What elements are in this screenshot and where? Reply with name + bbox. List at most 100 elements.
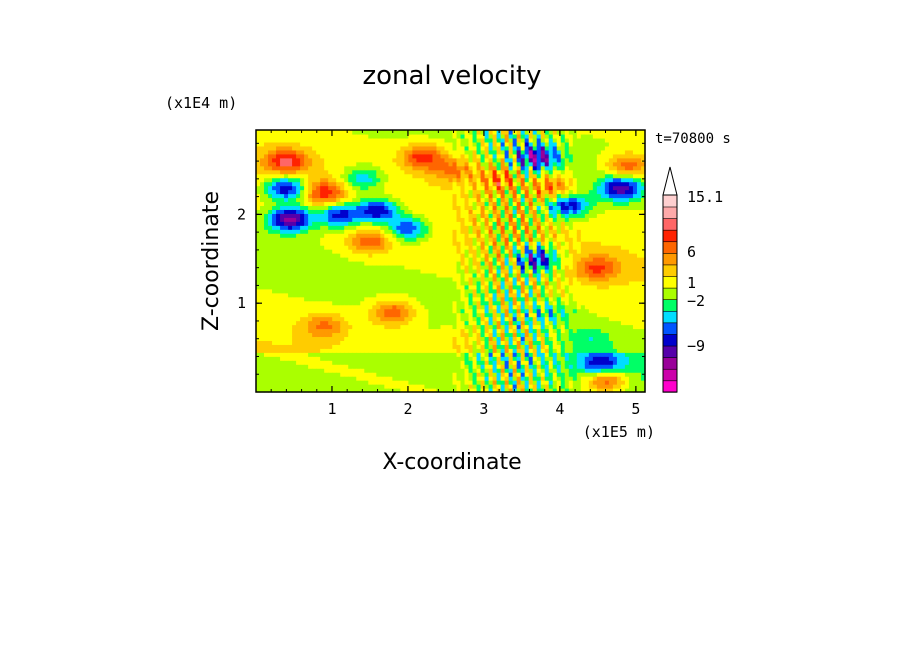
- heatmap-cell: [548, 276, 554, 282]
- heatmap-cell: [456, 352, 462, 357]
- heatmap-cell: [500, 264, 506, 270]
- heatmap-cell: [420, 304, 426, 310]
- heatmap-cell: [472, 300, 478, 306]
- heatmap-cell: [376, 141, 381, 147]
- heatmap-cell: [504, 380, 510, 385]
- heatmap-cell: [336, 165, 341, 171]
- heatmap-cell: [392, 364, 397, 369]
- heatmap-cell: [352, 237, 357, 242]
- heatmap-cell: [384, 264, 389, 270]
- heatmap-cell: [540, 253, 546, 258]
- heatmap-cell: [392, 213, 397, 218]
- heatmap-cell: [512, 213, 518, 218]
- heatmap-cell: [260, 213, 265, 218]
- heatmap-cell: [364, 380, 369, 385]
- heatmap-cell: [424, 300, 430, 306]
- heatmap-cell: [324, 161, 329, 167]
- heatmap-cell: [404, 197, 409, 203]
- heatmap-cell: [524, 320, 530, 326]
- heatmap-cell: [544, 213, 550, 218]
- heatmap-cell: [472, 249, 478, 254]
- heatmap-cell: [332, 213, 337, 218]
- heatmap-cell: [532, 364, 538, 369]
- heatmap-cell: [272, 312, 277, 318]
- heatmap-cell: [420, 332, 426, 338]
- heatmap-cell: [384, 288, 389, 294]
- heatmap-cell: [336, 257, 341, 262]
- heatmap-cell: [504, 197, 510, 203]
- heatmap-cell: [472, 221, 478, 226]
- heatmap-cell: [420, 344, 426, 349]
- heatmap-cell: [340, 308, 345, 314]
- heatmap-cell: [536, 332, 542, 338]
- heatmap-cell: [528, 157, 534, 163]
- heatmap-cell: [308, 181, 313, 187]
- heatmap-cell: [556, 225, 562, 230]
- heatmap-cell: [440, 133, 446, 139]
- heatmap-cell: [384, 268, 389, 274]
- heatmap-cell: [496, 296, 502, 302]
- heatmap-cell: [296, 284, 301, 290]
- heatmap-cell: [376, 241, 381, 246]
- heatmap-cell: [412, 284, 418, 290]
- heatmap-cell: [284, 137, 289, 143]
- heatmap-cell: [316, 153, 321, 159]
- heatmap-cell: [264, 284, 269, 290]
- heatmap-cell: [516, 292, 522, 298]
- heatmap-cell: [552, 133, 558, 139]
- heatmap-cell: [308, 165, 313, 171]
- heatmap-cell: [324, 296, 329, 302]
- heatmap-cell: [420, 376, 426, 381]
- heatmap-cell: [472, 268, 478, 274]
- heatmap-cell: [320, 145, 325, 151]
- heatmap-cell: [360, 133, 365, 139]
- heatmap-cell: [348, 320, 353, 326]
- heatmap-cell: [336, 153, 341, 159]
- heatmap-cell: [428, 308, 434, 314]
- heatmap-cell: [536, 316, 542, 322]
- heatmap-cell: [460, 257, 466, 262]
- heatmap-cell: [392, 296, 397, 302]
- heatmap-cell: [424, 360, 430, 365]
- heatmap-cell: [508, 344, 514, 349]
- heatmap-cell: [468, 344, 474, 349]
- heatmap-cell: [452, 197, 458, 203]
- heatmap-cell: [300, 372, 305, 377]
- heatmap-cell: [380, 296, 385, 302]
- heatmap-cell: [488, 245, 494, 250]
- heatmap-cell: [380, 181, 385, 187]
- heatmap-cell: [552, 352, 558, 357]
- heatmap-cell: [280, 364, 285, 369]
- heatmap-cell: [496, 169, 502, 175]
- heatmap-cell: [488, 141, 494, 147]
- heatmap-cell: [536, 209, 542, 214]
- heatmap-cell: [348, 296, 353, 302]
- heatmap-cell: [332, 193, 337, 199]
- heatmap-cell: [316, 284, 321, 290]
- heatmap-cell: [304, 340, 309, 345]
- heatmap-cell: [540, 276, 546, 282]
- heatmap-cell: [280, 344, 285, 349]
- heatmap-cell: [528, 352, 534, 357]
- heatmap-cell: [336, 316, 341, 322]
- heatmap-cell: [412, 161, 418, 167]
- heatmap-cell: [288, 364, 293, 369]
- heatmap-cell: [348, 264, 353, 270]
- heatmap-cell: [308, 264, 313, 270]
- heatmap-cell: [396, 308, 401, 314]
- heatmap-cell: [420, 364, 426, 369]
- heatmap-cell: [276, 245, 281, 250]
- heatmap-cell: [332, 185, 337, 191]
- heatmap-cell: [288, 233, 293, 238]
- heatmap-cell: [260, 205, 265, 210]
- heatmap-cell: [556, 384, 562, 389]
- heatmap-cell: [516, 209, 522, 214]
- heatmap-cell: [456, 320, 462, 326]
- heatmap-cell: [516, 169, 522, 175]
- heatmap-cell: [368, 284, 373, 290]
- heatmap-cell: [284, 380, 289, 385]
- heatmap-cell: [276, 253, 281, 258]
- heatmap-cell: [320, 181, 325, 187]
- heatmap-cell: [312, 165, 317, 171]
- heatmap-cell: [368, 221, 373, 226]
